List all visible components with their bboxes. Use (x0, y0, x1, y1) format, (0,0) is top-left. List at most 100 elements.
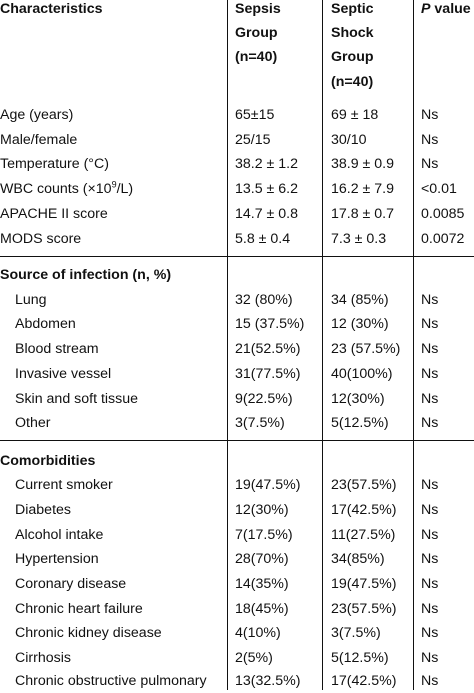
shock-value: 38.9 ± 0.9 (331, 152, 394, 177)
sepsis-value: 38.2 ± 1.2 (235, 152, 298, 177)
table-row: Alcohol intake 7(17.5%) 11(27.5%) Ns (0, 523, 474, 548)
shock-value: 17(42.5%) (331, 498, 396, 523)
row-label: Abdomen (15, 312, 76, 337)
sepsis-value: 14.7 ± 0.8 (235, 202, 298, 227)
table-row: Current smoker 19(47.5%) 23(57.5%) Ns (0, 473, 474, 498)
table-row: Cirrhosis 2(5%) 5(12.5%) Ns (0, 646, 474, 671)
sepsis-value: 21(52.5%) (235, 337, 300, 362)
section-divider (0, 440, 474, 441)
shock-value: 17(42.5%) (331, 669, 396, 693)
row-label: MODS score (0, 227, 81, 252)
p-value: Ns (421, 523, 438, 548)
row-label: Male/female (0, 128, 77, 153)
sepsis-value: 9(22.5%) (235, 387, 293, 412)
shock-value: 12(30%) (331, 387, 385, 412)
p-value: Ns (421, 103, 438, 128)
sepsis-value: 15 (37.5%) (235, 312, 304, 337)
shock-value: 3(7.5%) (331, 621, 381, 646)
shock-value: 23 (57.5%) (331, 337, 400, 362)
row-label: Coronary disease (15, 572, 126, 597)
sepsis-value: 25/15 (235, 128, 271, 153)
row-label: Invasive vessel (15, 362, 111, 387)
p-value: Ns (421, 288, 438, 313)
row-label: Diabetes (15, 498, 71, 523)
row-label: Lung (15, 288, 47, 313)
table-row: Age (years) 65±15 69 ± 18 Ns (0, 103, 474, 128)
p-value: 0.0085 (421, 202, 464, 227)
table-row: Diabetes 12(30%) 17(42.5%) Ns (0, 498, 474, 523)
shock-value: 34 (85%) (331, 288, 389, 313)
shock-value: 17.8 ± 0.7 (331, 202, 394, 227)
section-title-comorbidities: Comorbidities (0, 449, 95, 474)
row-label: Blood stream (15, 337, 99, 362)
section-heading-row: Source of infection (n, %) (0, 263, 474, 288)
p-value: Ns (421, 128, 438, 153)
shock-value: 16.2 ± 7.9 (331, 177, 394, 202)
shock-value: 40(100%) (331, 362, 393, 387)
sepsis-value: 31(77.5%) (235, 362, 300, 387)
table-row: Male/female 25/15 30/10 Ns (0, 128, 474, 153)
header-septic-shock-group: Septic Shock Group (n=40) (331, 0, 374, 94)
shock-value: 7.3 ± 0.3 (331, 227, 386, 252)
table-row: WBC counts (×109/L) 13.5 ± 6.2 16.2 ± 7.… (0, 177, 474, 202)
table-row: Coronary disease 14(35%) 19(47.5%) Ns (0, 572, 474, 597)
table-row: Lung 32 (80%) 34 (85%) Ns (0, 288, 474, 313)
sepsis-value: 14(35%) (235, 572, 289, 597)
shock-value: 5(12.5%) (331, 646, 389, 671)
sepsis-value: 3(7.5%) (235, 411, 285, 436)
p-value: Ns (421, 669, 438, 693)
p-value: 0.0072 (421, 227, 464, 252)
section-heading-row: Comorbidities (0, 449, 474, 474)
table-row: Chronic obstructive pulmonary 13(32.5%) … (0, 669, 474, 693)
sepsis-value: 2(5%) (235, 646, 273, 671)
sepsis-value: 13.5 ± 6.2 (235, 177, 298, 202)
row-label: Chronic kidney disease (15, 621, 162, 646)
p-value: Ns (421, 572, 438, 597)
sepsis-value: 7(17.5%) (235, 523, 293, 548)
shock-value: 12 (30%) (331, 312, 389, 337)
sepsis-value: 18(45%) (235, 597, 289, 622)
p-value: Ns (421, 646, 438, 671)
p-value: Ns (421, 337, 438, 362)
shock-value: 34(85%) (331, 547, 385, 572)
header-sepsis-group: Sepsis Group (n=40) (235, 0, 281, 70)
row-label: Hypertension (15, 547, 99, 572)
shock-value: 11(27.5%) (331, 523, 395, 548)
row-label: Skin and soft tissue (15, 387, 138, 412)
row-label: Temperature (°C) (0, 152, 109, 177)
table-row: Skin and soft tissue 9(22.5%) 12(30%) Ns (0, 387, 474, 412)
section-title-infection: Source of infection (n, %) (0, 263, 171, 288)
table-row: Hypertension 28(70%) 34(85%) Ns (0, 547, 474, 572)
header-p-value: P value (421, 0, 471, 21)
row-label: Chronic heart failure (15, 597, 143, 622)
table-row: Temperature (°C) 38.2 ± 1.2 38.9 ± 0.9 N… (0, 152, 474, 177)
row-label: Chronic obstructive pulmonary (15, 669, 207, 693)
sepsis-value: 13(32.5%) (235, 669, 300, 693)
row-label: Other (15, 411, 50, 436)
row-label: Age (years) (0, 103, 73, 128)
row-label: Cirrhosis (15, 646, 71, 671)
sepsis-value: 4(10%) (235, 621, 281, 646)
sepsis-value: 5.8 ± 0.4 (235, 227, 290, 252)
p-value: Ns (421, 498, 438, 523)
p-value: Ns (421, 387, 438, 412)
section-divider (0, 256, 474, 257)
sepsis-value: 32 (80%) (235, 288, 293, 313)
table-row: Blood stream 21(52.5%) 23 (57.5%) Ns (0, 337, 474, 362)
table-row: Invasive vessel 31(77.5%) 40(100%) Ns (0, 362, 474, 387)
row-label: Current smoker (15, 473, 113, 498)
p-value: Ns (421, 597, 438, 622)
shock-value: 23(57.5%) (331, 597, 396, 622)
sepsis-value: 12(30%) (235, 498, 289, 523)
p-value: <0.01 (421, 177, 457, 202)
shock-value: 19(47.5%) (331, 572, 396, 597)
table-row: APACHE II score 14.7 ± 0.8 17.8 ± 0.7 0.… (0, 202, 474, 227)
header-characteristics: Characteristics (0, 0, 103, 21)
shock-value: 5(12.5%) (331, 411, 389, 436)
row-label: Alcohol intake (15, 523, 103, 548)
p-value: Ns (421, 473, 438, 498)
shock-value: 23(57.5%) (331, 473, 396, 498)
table-row: Chronic heart failure 18(45%) 23(57.5%) … (0, 597, 474, 622)
sepsis-value: 65±15 (235, 103, 274, 128)
